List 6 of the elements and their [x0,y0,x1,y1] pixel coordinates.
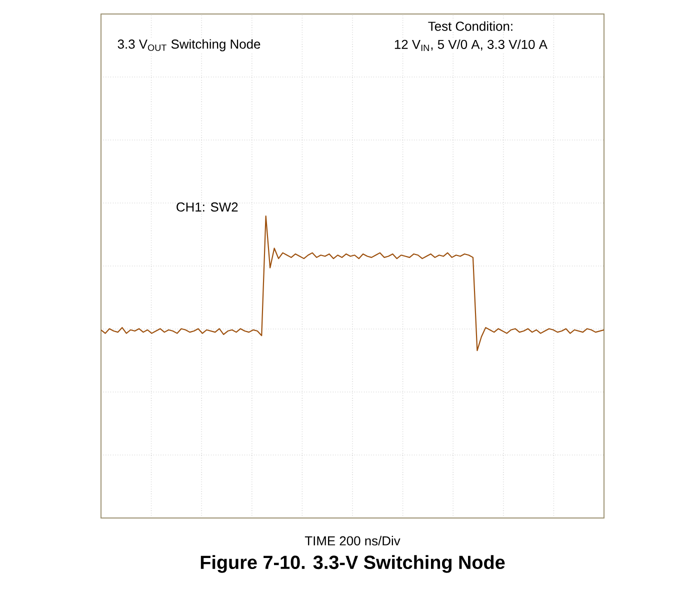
text: 3.3 V$_{OUT}$ Switching Node [118,39,260,52]
text: 12 V$_{IN}$, 5 V/0 A, 3.3 V/10 A [394,39,548,51]
text: Test Condition: [428,21,512,31]
text: Figure 7-10. 3.3-V Switching Node [200,555,505,573]
text: TIME 200 ns/Div [304,536,400,546]
text: CH1: SW2 [176,202,238,212]
